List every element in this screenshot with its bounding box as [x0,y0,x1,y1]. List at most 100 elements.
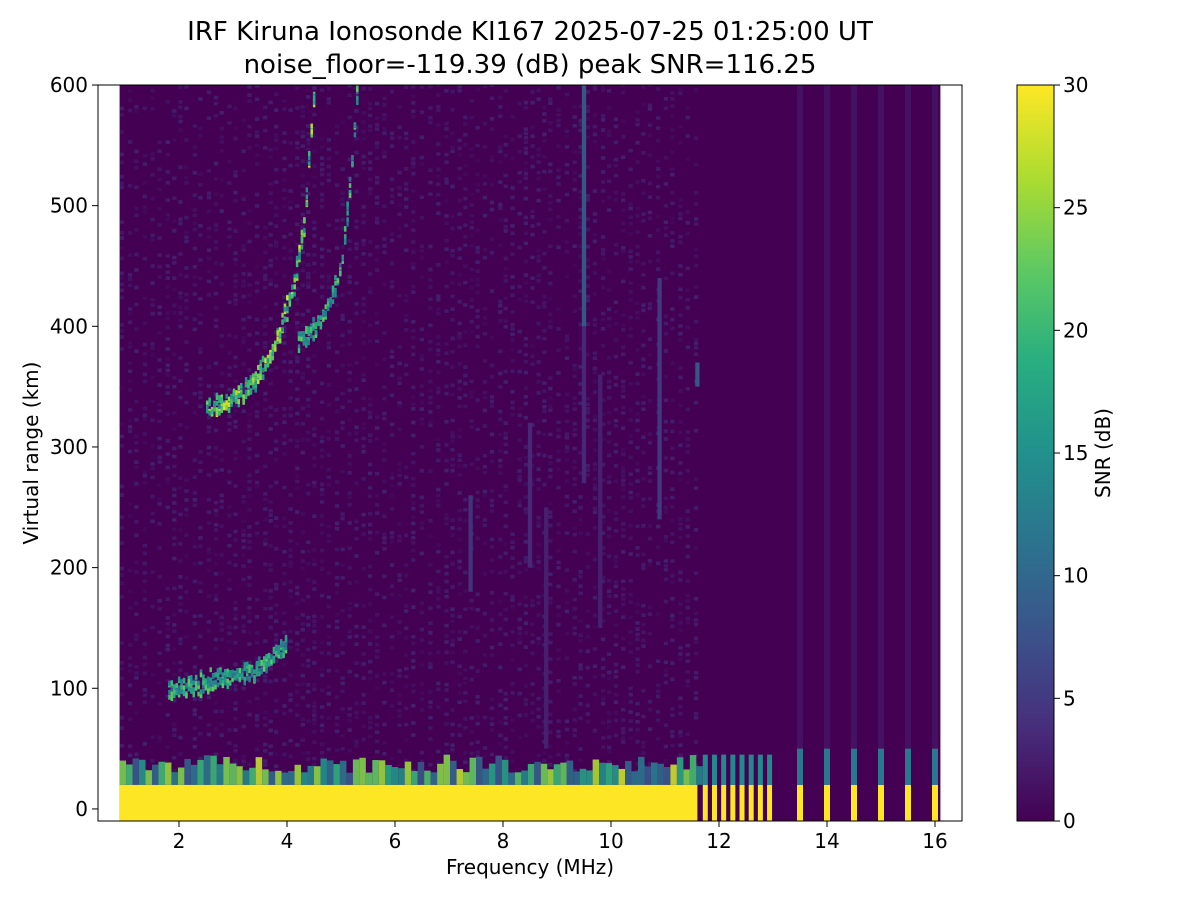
noise-cell [268,615,273,619]
noise-cell [564,445,570,449]
noise-cell [233,716,238,721]
noise-cell [517,691,522,696]
echo-cell [346,217,349,223]
noise-cell [367,167,373,171]
echo-cell [262,666,266,672]
noise-cell [247,508,252,512]
noise-cell [678,331,683,336]
noise-cell [600,701,606,706]
noise-cell [503,229,508,233]
noise-cell [564,274,570,279]
noise-cell [469,729,474,734]
noise-cell [274,547,279,551]
noise-cell [498,571,503,575]
noise-cell [233,106,238,111]
noise-cell [247,611,252,615]
noise-cell [572,532,577,537]
noise-cell [172,255,177,260]
noise-cell [241,545,246,550]
noise-cell [312,687,317,692]
noise-cell [241,197,246,202]
noise-cell [606,526,612,531]
noise-cell [178,318,183,323]
noise-cell [670,661,675,665]
noise-cell [572,718,577,722]
noise-cell [678,204,683,209]
noise-cell [564,609,570,614]
noise-cell [254,117,260,121]
noise-cell [178,217,183,222]
noise-column [503,88,508,760]
noise-cell [150,462,155,466]
noise-cell [367,323,373,328]
sweep-bar-fringe [711,754,717,785]
noise-cell [536,372,541,377]
noise-cell [564,334,570,339]
noise-cell [119,525,124,530]
noise-cell [419,357,425,362]
noise-cell [134,418,139,422]
noise-cell [628,221,633,226]
noise-cell [510,604,515,609]
noise-cell [184,590,189,594]
noise-cell [192,391,197,396]
noise-cell [184,554,189,558]
noise-cell [510,347,515,352]
noise-cell [361,724,366,729]
noise-cell [411,769,416,773]
noise-cell [241,553,246,558]
noise-cell [469,214,474,218]
noise-cell [198,589,203,594]
noise-cell [178,100,183,104]
noise-cell [184,634,189,639]
ground-clutter-fringe [164,762,172,785]
noise-cell [227,333,232,338]
echo-cell [259,368,262,374]
noise-cell [592,85,598,87]
noise-cell [326,635,332,639]
noise-cell [613,517,619,522]
echo-cell [295,258,299,264]
noise-cell [585,298,590,303]
noise-cell [510,406,515,410]
ground-clutter-fringe [456,769,464,785]
noise-cell [523,273,529,277]
noise-cell [157,383,162,387]
noise-cell [530,564,535,569]
noise-cell [635,621,640,625]
noise-cell [382,489,387,494]
noise-cell [334,350,340,355]
noise-cell [312,661,317,665]
noise-cell [198,224,203,228]
noise-cell [670,231,675,235]
sweep-bar [797,784,803,821]
noise-cell [192,614,197,619]
noise-cell [198,460,203,464]
echo-cell [252,373,255,379]
noise-cell [367,642,373,646]
noise-cell [198,377,203,381]
echo-cell [241,668,244,674]
noise-cell [340,120,345,124]
noise-cell [367,494,373,499]
echo-cell [303,217,306,222]
noise-cell [530,692,535,697]
noise-cell [119,484,124,489]
noise-cell [517,297,522,302]
noise-cell [685,345,690,350]
noise-cell [678,198,683,202]
noise-cell [647,85,653,87]
noise-cell [542,155,547,159]
noise-cell [628,281,633,285]
ground-clutter-fringe [696,766,703,785]
noise-column [312,86,317,767]
noise-cell [436,297,441,302]
noise-cell [165,337,170,341]
noise-cell [295,325,300,330]
noise-cell [542,328,547,333]
noise-cell [411,94,416,99]
noise-cell [361,137,366,141]
noise-cell [592,438,598,443]
noise-cell [178,395,183,400]
